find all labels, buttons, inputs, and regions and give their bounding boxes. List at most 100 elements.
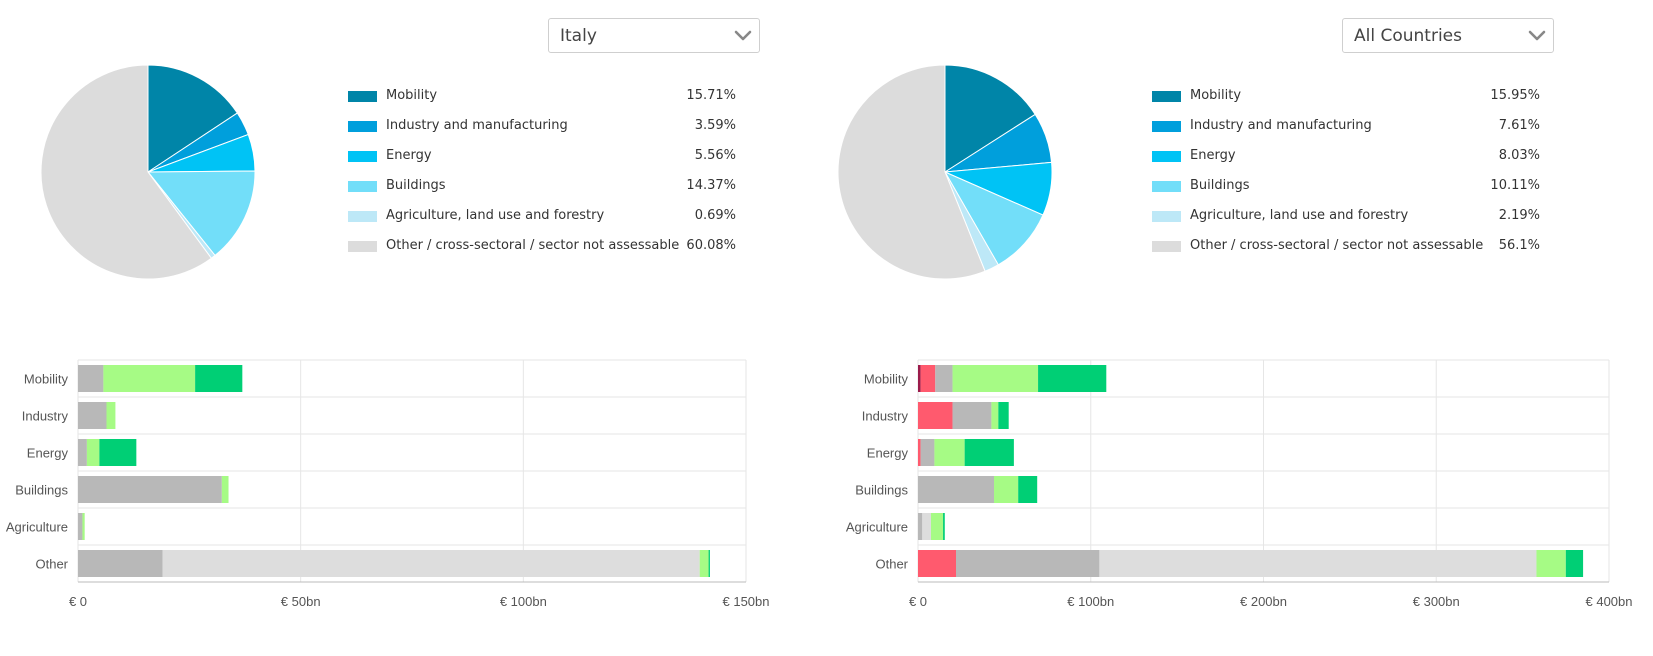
legend-label: Buildings	[1190, 178, 1250, 193]
legend-item: Mobility 15.71%	[348, 86, 736, 116]
tick-label: € 150bn	[723, 594, 770, 609]
pie-slice[interactable]	[146, 170, 256, 257]
bar-segment[interactable]	[943, 513, 945, 540]
bar-segment[interactable]	[930, 513, 944, 540]
bar-segment[interactable]	[103, 365, 196, 392]
legend-swatch	[1152, 91, 1181, 102]
category-label: Agriculture	[846, 520, 908, 535]
bar-segment[interactable]	[918, 365, 921, 392]
category-label: Mobility	[864, 372, 909, 387]
bar-segment[interactable]	[195, 365, 243, 392]
bar-segment[interactable]	[956, 550, 1100, 577]
bar-segment[interactable]	[82, 513, 85, 540]
legend-value: 15.71%	[686, 88, 736, 103]
legend-swatch	[1152, 181, 1181, 192]
legend-label: Industry and manufacturing	[1190, 118, 1372, 133]
bar-segment[interactable]	[78, 513, 83, 540]
chevron-down-icon	[1528, 30, 1546, 41]
bar-segment[interactable]	[920, 365, 936, 392]
legend-value: 7.61%	[1498, 118, 1540, 133]
legend-swatch	[348, 151, 377, 162]
bar-segment[interactable]	[1565, 550, 1584, 577]
bar-segment[interactable]	[920, 439, 935, 466]
legend-swatch	[1152, 211, 1181, 222]
category-label: Agriculture	[6, 520, 68, 535]
bar-segment[interactable]	[918, 476, 995, 503]
bar-segment[interactable]	[918, 513, 923, 540]
bar-segment[interactable]	[964, 439, 1014, 466]
bar-segment[interactable]	[78, 365, 104, 392]
legend-swatch	[348, 181, 377, 192]
pie-slice[interactable]	[147, 64, 238, 173]
bar-segment[interactable]	[991, 402, 999, 429]
tick-label: € 100bn	[500, 594, 547, 609]
bar-segment[interactable]	[86, 439, 100, 466]
pie-slice[interactable]	[944, 64, 1036, 173]
bar-segment[interactable]	[106, 402, 116, 429]
bar-segment[interactable]	[221, 476, 229, 503]
legend-label: Mobility	[1190, 88, 1242, 103]
category-label: Industry	[22, 409, 69, 424]
pie-slice[interactable]	[40, 64, 213, 280]
country-select-value: All Countries	[1354, 26, 1462, 46]
legend-value: 56.1%	[1498, 238, 1540, 253]
bar-segment[interactable]	[998, 402, 1009, 429]
bar-segment[interactable]	[1536, 550, 1566, 577]
tick-label: € 200bn	[1240, 594, 1287, 609]
legend-value: 60.08%	[686, 238, 736, 253]
pie-legend: Mobility 15.95% Industry and manufacturin…	[1152, 86, 1540, 266]
legend-item: Energy 5.56%	[348, 146, 736, 176]
tick-label: € 400bn	[1586, 594, 1633, 609]
legend-label: Industry and manufacturing	[386, 118, 568, 133]
bar-segment[interactable]	[1018, 476, 1038, 503]
bar-segment[interactable]	[1099, 550, 1537, 577]
bar-segment[interactable]	[78, 402, 107, 429]
legend-swatch	[1152, 241, 1181, 252]
pie-chart	[837, 64, 1053, 280]
category-label: Buildings	[855, 483, 908, 498]
pie-chart	[40, 64, 256, 280]
bar-segment[interactable]	[918, 402, 953, 429]
stacked-bar-chart: Mobility Industry Energy Buildings Agricultu…	[846, 359, 1633, 609]
bar-segment[interactable]	[952, 365, 1039, 392]
legend-item: Buildings 14.37%	[348, 176, 736, 206]
country-select[interactable]: Italy	[548, 18, 760, 53]
bar-segment[interactable]	[994, 476, 1019, 503]
bar-segment[interactable]	[78, 439, 87, 466]
category-label: Mobility	[24, 372, 69, 387]
legend-item: Buildings 10.11%	[1152, 176, 1540, 206]
legend-label: Energy	[386, 148, 432, 163]
bar-segment[interactable]	[922, 513, 931, 540]
legend-label: Other / cross-sectoral / sector not asse…	[1190, 238, 1484, 253]
category-label: Buildings	[15, 483, 68, 498]
bar-segment[interactable]	[699, 550, 709, 577]
bar-segment[interactable]	[935, 365, 953, 392]
country-select-value: Italy	[560, 26, 597, 46]
bar-segment[interactable]	[952, 402, 992, 429]
bar-segment[interactable]	[162, 550, 700, 577]
pie-slice[interactable]	[837, 64, 986, 280]
chevron-down-icon	[734, 30, 752, 41]
bar-segment[interactable]	[918, 550, 957, 577]
legend-label: Buildings	[386, 178, 446, 193]
legend-value: 0.69%	[694, 208, 736, 223]
legend-swatch	[348, 241, 377, 252]
legend-swatch	[1152, 121, 1181, 132]
legend-swatch	[348, 91, 377, 102]
bar-segment[interactable]	[708, 550, 710, 577]
stacked-bar-chart: Mobility Industry Energy Buildings Agricultu…	[6, 359, 770, 609]
legend-item: Agriculture, land use and forestry 2.19%	[1152, 206, 1540, 236]
legend-value: 3.59%	[694, 118, 736, 133]
country-select[interactable]: All Countries	[1342, 18, 1554, 53]
legend-label: Mobility	[386, 88, 438, 103]
bar-segment[interactable]	[918, 439, 921, 466]
tick-label: € 300bn	[1413, 594, 1460, 609]
bar-segment[interactable]	[78, 550, 163, 577]
bar-segment[interactable]	[78, 476, 222, 503]
bar-segment[interactable]	[934, 439, 965, 466]
legend-item: Other / cross-sectoral / sector not asse…	[348, 236, 736, 266]
panel-all-countries: All Countries Mobility 15.95% Industry an…	[837, 0, 1653, 656]
bar-segment[interactable]	[1038, 365, 1107, 392]
bar-segment[interactable]	[99, 439, 137, 466]
legend-label: Other / cross-sectoral / sector not asse…	[386, 238, 680, 253]
